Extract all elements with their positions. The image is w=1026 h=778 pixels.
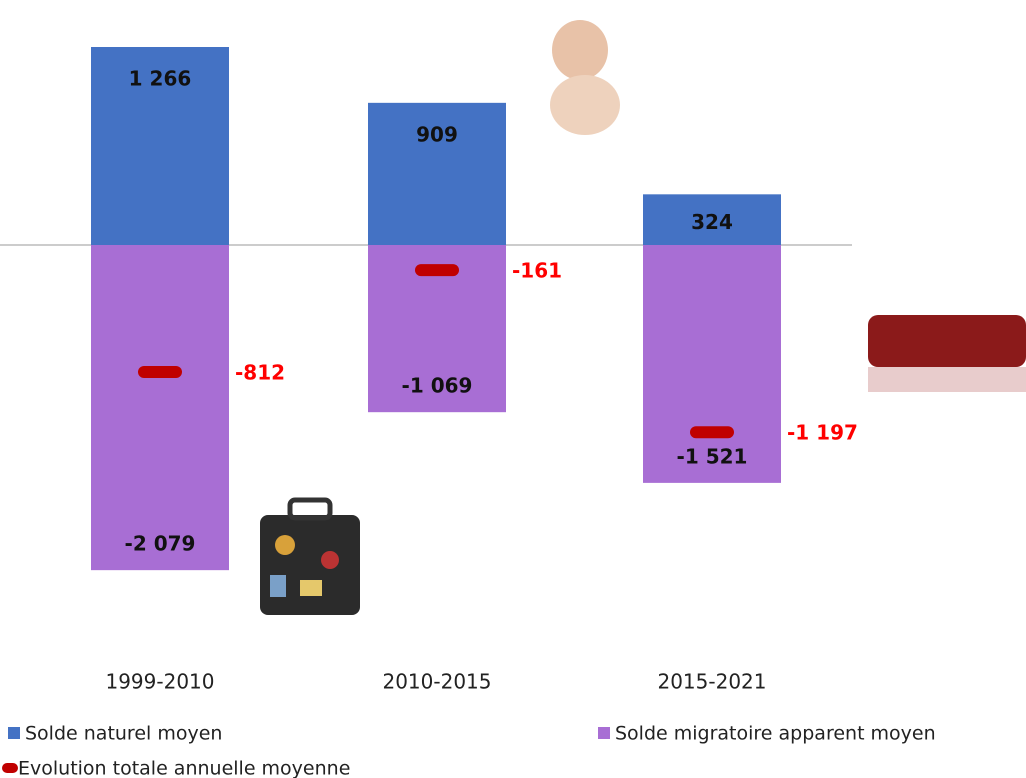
legend-label: Solde naturel moyen (25, 723, 222, 745)
data-label: -1 521 (677, 444, 748, 468)
total-marker (690, 426, 734, 438)
legend-label: Solde migratoire apparent moyen (615, 723, 936, 745)
suitcase-illustration (260, 500, 360, 615)
total-marker (415, 264, 459, 276)
legend-swatch (2, 763, 18, 773)
baby-illustration (550, 20, 620, 135)
total-marker (138, 366, 182, 378)
data-label: 324 (691, 210, 733, 234)
data-label: -1 069 (402, 374, 473, 398)
data-label: -161 (512, 259, 562, 283)
data-label: -812 (235, 360, 285, 384)
legend: Solde naturel moyen Solde migratoire appa… (2, 723, 936, 778)
legend-label: Evolution totale annuelle moyenne (18, 758, 350, 778)
legend-swatch (598, 727, 610, 739)
chart: 1999-2010 2010-2015 2015-2021 1 266 909 324 -2… (0, 0, 1026, 778)
crowd-illustration (868, 315, 1026, 392)
x-tick-label: 1999-2010 (105, 670, 214, 694)
x-tick-label: 2010-2015 (382, 670, 491, 694)
legend-swatch (8, 727, 20, 739)
data-label: -1 197 (787, 421, 858, 445)
data-label: 1 266 (129, 67, 192, 91)
data-label: 909 (416, 122, 458, 146)
data-label: -2 079 (125, 532, 196, 556)
x-tick-label: 2015-2021 (657, 670, 766, 694)
bar (91, 245, 229, 570)
plot: 1999-2010 2010-2015 2015-2021 1 266 909 324 -2… (91, 47, 858, 694)
